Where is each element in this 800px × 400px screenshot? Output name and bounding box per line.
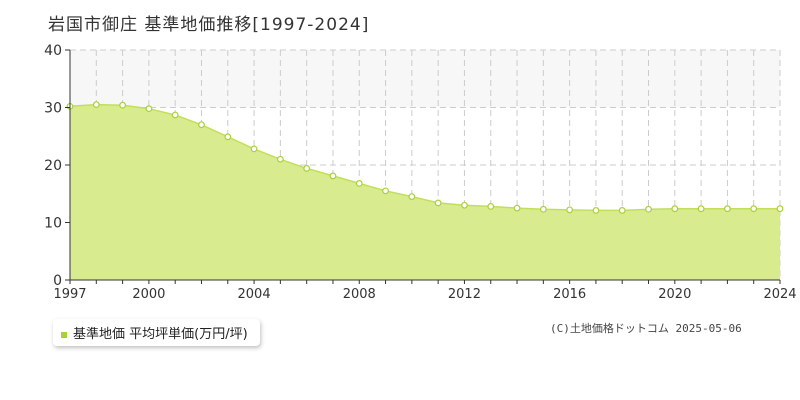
data-point [224, 133, 232, 141]
x-tick-label: 2004 [238, 287, 271, 300]
x-tick-label: 2012 [448, 287, 481, 300]
axes [65, 49, 781, 284]
legend-swatch [61, 331, 67, 338]
data-point [724, 205, 731, 213]
data-point [592, 207, 600, 214]
data-point [119, 101, 126, 109]
x-tick-label: 2024 [763, 287, 796, 300]
price-line [69, 103, 780, 212]
y-tick-label: 10 [44, 216, 62, 232]
x-tick-label: 2020 [658, 287, 691, 300]
x-tick-label: 1997 [53, 287, 86, 300]
data-point [329, 172, 337, 180]
y-tick-label: 40 [44, 43, 62, 59]
data-point [671, 205, 679, 213]
x-tick-labels: 1997 2000 2004 2008 2012 2016 2020 2024 [53, 287, 796, 300]
data-point [697, 205, 705, 213]
y-tick-label: 0 [53, 273, 62, 289]
x-tick-label: 2008 [343, 287, 376, 300]
x-tick-label: 2016 [553, 287, 586, 300]
data-point [566, 206, 574, 214]
legend: 基準地価 平均坪単価(万円/坪) [53, 319, 260, 346]
legend-label: 基準地価 平均坪単価(万円/坪) [73, 327, 248, 342]
data-point [461, 201, 468, 209]
data-point [776, 205, 784, 213]
data-point [355, 179, 363, 187]
y-tick-labels: 0 10 20 30 40 [44, 43, 62, 289]
y-tick-label: 20 [44, 158, 62, 174]
data-point [539, 205, 547, 213]
copyright: (C)土地価格ドットコム 2025-05-06 [550, 322, 742, 335]
price-area [70, 104, 780, 280]
data-point [92, 101, 100, 109]
chart-title: 岩国市御庄 基準地価推移[1997-2024] [48, 15, 370, 35]
data-point [171, 111, 179, 119]
data-point [382, 187, 389, 195]
highlight-band [70, 50, 780, 108]
data-point [750, 205, 758, 213]
land-price-chart: 0 10 20 30 40 1997 2000 2004 2008 2012 2016 2020 20… [44, 43, 796, 300]
data-point [145, 105, 153, 113]
data-point [645, 205, 652, 213]
data-point [198, 121, 205, 129]
data-point [513, 204, 521, 212]
y-tick-label: 30 [44, 101, 62, 117]
x-tick-label: 2000 [132, 287, 165, 300]
data-point [276, 155, 284, 163]
data-point [408, 193, 416, 201]
data-point [303, 165, 311, 172]
data-point [487, 202, 495, 210]
data-point [250, 145, 258, 153]
data-point [618, 207, 626, 214]
data-point [434, 199, 442, 207]
